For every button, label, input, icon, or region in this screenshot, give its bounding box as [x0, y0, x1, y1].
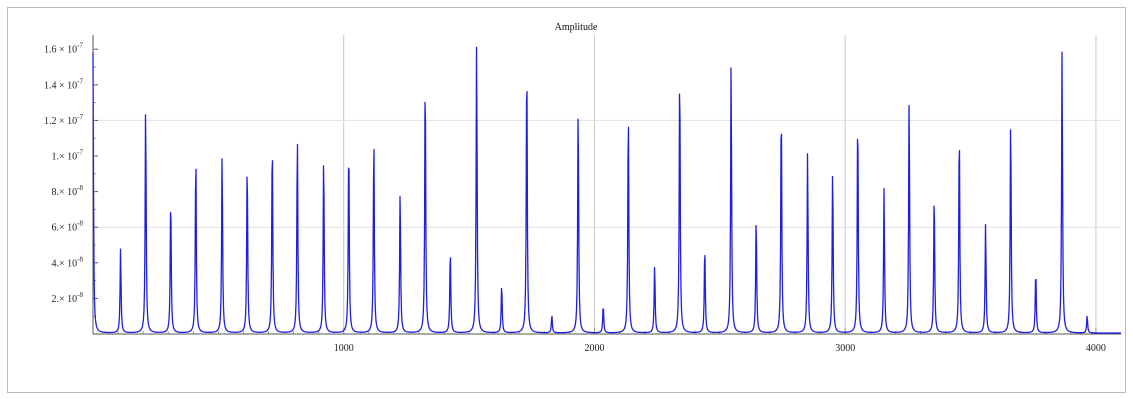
grid-lines — [93, 35, 1121, 334]
y-tick-label: 1.4 × 10-7 — [44, 77, 83, 91]
y-tick-label: 2.× 10-8 — [52, 291, 84, 305]
y-tick-label: 1.6 × 10-7 — [44, 42, 83, 56]
chart-title: Amplitude — [555, 22, 598, 33]
y-tick-label: 1.2 × 10-7 — [44, 113, 83, 127]
tick-labels: 1000 2000 3000 4000 2.× 10-8 4.× 10-8 6.× 10-8… — [44, 42, 1106, 354]
chart-frame: Amplitude 1000 2000 3000 4000 2.× 10-8 4.× 10… — [7, 7, 1126, 393]
amplitude-series-line — [92, 46, 1122, 334]
series-layer — [92, 46, 1122, 334]
y-tick-label: 8.× 10-8 — [52, 184, 84, 198]
x-tick-label: 1000 — [334, 343, 354, 354]
x-tick-label: 4000 — [1086, 343, 1106, 354]
x-tick-label: 3000 — [835, 343, 855, 354]
x-tick-label: 2000 — [584, 343, 604, 354]
y-tick-label: 1.× 10-7 — [52, 149, 84, 163]
amplitude-chart: Amplitude 1000 2000 3000 4000 2.× 10-8 4.× 10… — [44, 22, 1122, 354]
y-tick-label: 6.× 10-8 — [52, 220, 84, 234]
y-tick-label: 4.× 10-8 — [52, 255, 84, 269]
